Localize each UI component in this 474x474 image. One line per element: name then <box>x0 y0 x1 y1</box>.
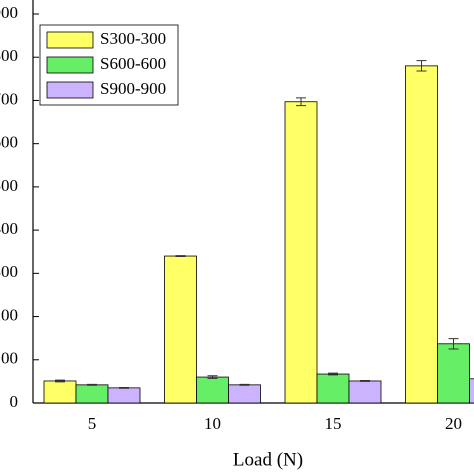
x-axis-label: Load (N) <box>233 449 303 470</box>
error-bar <box>328 372 338 376</box>
error-bar <box>55 379 65 383</box>
bar <box>196 376 229 404</box>
y-tick-label: 800 <box>0 46 18 65</box>
y-tick-label: 900 <box>0 3 18 22</box>
bar <box>405 65 438 404</box>
bar <box>164 255 197 404</box>
legend-label: S600-600 <box>100 54 166 73</box>
error-bar <box>296 97 306 107</box>
legend-label: S900-900 <box>100 79 166 98</box>
y-tick-label: 500 <box>0 176 18 195</box>
legend-swatch <box>46 31 94 49</box>
bar <box>284 101 318 404</box>
x-tick-label: 5 <box>88 414 97 433</box>
error-bar <box>239 383 250 386</box>
legend-label: S300-300 <box>100 29 166 48</box>
y-tick-label: 600 <box>0 133 18 152</box>
error-bar <box>87 383 97 386</box>
bar <box>348 380 382 404</box>
bar <box>75 384 109 404</box>
bar <box>107 387 141 404</box>
bar <box>43 380 77 404</box>
error-bar <box>416 60 427 72</box>
legend-swatch <box>46 81 94 99</box>
error-bar <box>119 386 129 389</box>
y-tick-label: 200 <box>0 305 18 324</box>
bar <box>316 373 350 404</box>
y-tick-label: 700 <box>0 89 18 108</box>
legend-swatch <box>46 56 94 74</box>
error-bar <box>207 375 218 379</box>
bar <box>469 378 474 404</box>
x-tick-label: 10 <box>204 414 221 433</box>
x-tick-label: 15 <box>325 414 342 433</box>
y-tick-label: 300 <box>0 262 18 281</box>
bar <box>228 384 261 404</box>
y-tick-label: 100 <box>0 349 18 368</box>
x-tick-label: 20 <box>445 414 462 433</box>
error-bar <box>360 380 370 382</box>
y-tick-label: 0 <box>10 392 19 411</box>
bar <box>437 343 470 404</box>
error-bar <box>175 255 186 257</box>
error-bar <box>448 338 459 350</box>
y-tick-label: 400 <box>0 219 18 238</box>
